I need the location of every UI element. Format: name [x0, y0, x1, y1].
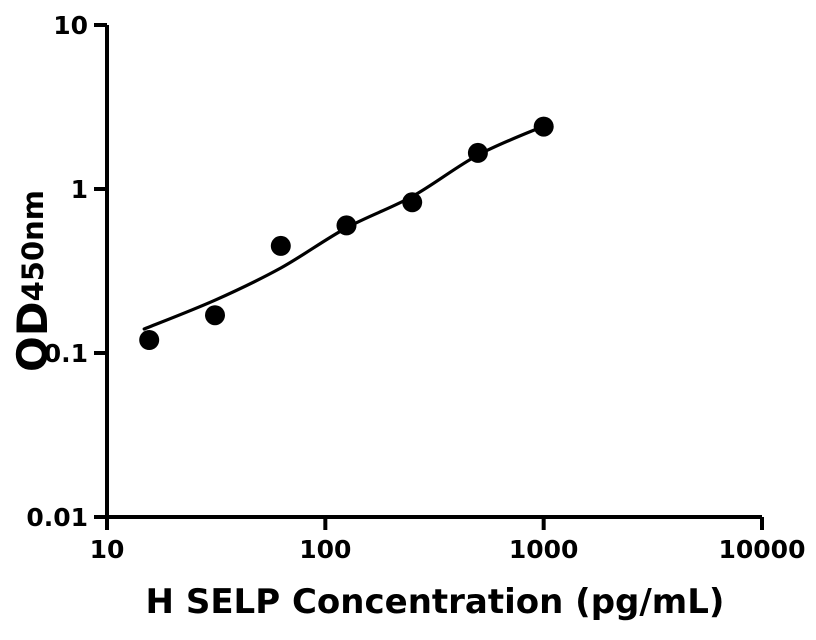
y-axis-title-subscript: 450nm	[15, 190, 50, 302]
data-point	[205, 305, 225, 326]
y-tick-label: 10	[53, 11, 88, 40]
x-axis-title: H SELP Concentration (pg/mL)	[145, 582, 725, 622]
y-tick-label: 0.1	[44, 339, 88, 368]
data-point	[467, 142, 488, 163]
x-tick-label: 10	[90, 535, 125, 564]
data-point	[336, 215, 357, 236]
data-point	[270, 235, 291, 256]
data-point	[139, 330, 160, 350]
y-axis-title: OD 450nm	[8, 190, 57, 372]
y-tick-label: 0.01	[26, 503, 88, 532]
y-tick-label: 1	[71, 175, 88, 204]
y-axis-title-main: OD	[8, 301, 57, 372]
x-tick-label: 1000	[509, 535, 579, 564]
axis-spines	[105, 25, 762, 519]
x-tick-label: 10000	[719, 535, 806, 564]
data-point	[533, 116, 554, 137]
x-tick-label: 100	[299, 535, 351, 564]
data-point	[402, 192, 423, 213]
